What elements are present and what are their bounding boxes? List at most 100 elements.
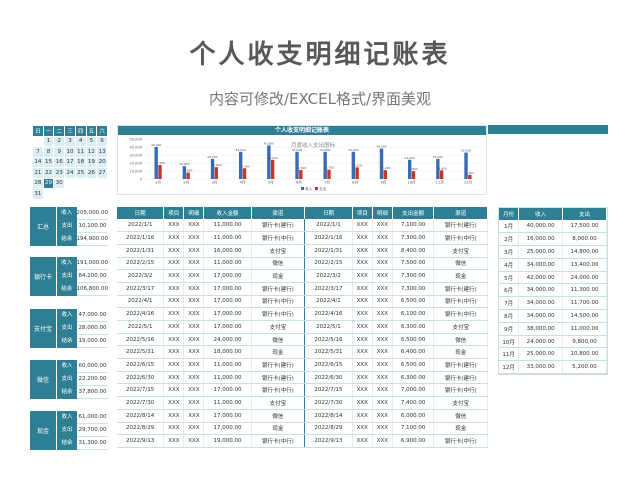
table-cell[interactable]: XXX (183, 409, 205, 423)
calendar-day[interactable]: 15 (42, 156, 55, 168)
table-cell[interactable]: 7,300.00 (392, 231, 435, 245)
table-cell[interactable]: 银行卡(中行) (251, 434, 306, 448)
table-cell[interactable]: 2022/1/16 (304, 231, 353, 245)
table-cell[interactable]: 银行卡(中行) (433, 307, 488, 321)
calendar-day[interactable]: 28 (32, 177, 44, 189)
table-cell[interactable]: 2022/7/30 (117, 396, 165, 410)
table-cell[interactable]: 支付宝 (251, 396, 306, 410)
table-cell[interactable]: XXX (352, 345, 373, 360)
table-cell[interactable]: 2022/5/1 (304, 320, 353, 334)
table-cell[interactable]: 17,000.00 (203, 409, 252, 423)
table-cell[interactable]: XXX (372, 244, 393, 258)
bar-expense[interactable] (383, 170, 388, 179)
table-cell[interactable]: XXX (183, 320, 205, 334)
column-header[interactable]: 项目 (352, 207, 373, 219)
table-cell[interactable]: 2022/1/31 (117, 244, 165, 258)
table-cell[interactable]: XXX (163, 295, 185, 309)
column-header[interactable]: 收入 (518, 208, 564, 220)
table-cell[interactable]: XXX (352, 409, 373, 423)
table-cell[interactable]: 2022/8/29 (304, 422, 353, 436)
table-cell[interactable]: 微信 (251, 409, 306, 423)
table-cell[interactable]: XXX (372, 307, 393, 321)
table-cell[interactable]: XXX (163, 371, 185, 385)
table-cell[interactable]: XXX (372, 383, 393, 398)
calendar-day[interactable]: 11 (74, 146, 87, 158)
table-cell[interactable]: 11,000.00 (203, 257, 252, 271)
table-cell[interactable]: 微信 (251, 333, 306, 347)
table-cell[interactable]: XXX (163, 396, 185, 410)
table-cell[interactable]: 25,000.00 (518, 245, 564, 259)
table-cell[interactable]: XXX (183, 434, 205, 448)
table-cell[interactable]: XXX (163, 333, 185, 347)
table-cell[interactable]: 7,000.00 (392, 383, 435, 398)
calendar-day[interactable]: 23 (53, 167, 66, 179)
calendar-day[interactable]: 5 (85, 135, 98, 147)
table-cell[interactable]: 银行卡(中行) (433, 295, 488, 309)
table-cell[interactable]: 2022/4/1 (304, 295, 353, 309)
table-cell[interactable]: 7,300.00 (392, 269, 435, 283)
bar-expense[interactable] (411, 171, 416, 179)
table-cell[interactable]: XXX (352, 333, 373, 347)
table-cell[interactable]: 微信 (251, 257, 306, 271)
calendar-day[interactable]: 25 (74, 167, 87, 179)
table-cell[interactable]: 17,000.00 (203, 383, 252, 398)
calendar-day[interactable]: 14 (32, 156, 44, 168)
table-cell[interactable]: 7,400.00 (392, 396, 435, 410)
calendar-day[interactable] (96, 177, 108, 189)
table-cell[interactable]: 2022/5/31 (304, 345, 353, 360)
table-cell[interactable]: 2022/6/30 (117, 371, 165, 385)
bar-expense[interactable] (355, 167, 359, 179)
table-cell[interactable]: 银行卡(建行) (251, 371, 306, 385)
table-cell[interactable]: 银行卡(建行) (433, 358, 488, 372)
table-cell[interactable]: 10月 (499, 335, 520, 349)
table-cell[interactable]: 现金 (433, 422, 488, 436)
table-cell[interactable]: 2022/7/15 (304, 383, 353, 398)
calendar-day[interactable]: 21 (32, 167, 44, 179)
table-cell[interactable]: 2022/5/31 (117, 345, 165, 360)
calendar-day[interactable]: 13 (96, 146, 108, 158)
calendar-day[interactable] (32, 135, 44, 147)
column-header[interactable]: 日期 (304, 207, 353, 219)
table-cell[interactable]: 24,000.00 (203, 333, 252, 347)
column-header[interactable]: 支出金额 (392, 207, 435, 219)
table-cell[interactable]: XXX (352, 396, 373, 410)
bar-expense[interactable] (158, 165, 162, 179)
table-cell[interactable]: 6,400.00 (392, 345, 435, 360)
table-cell[interactable]: 现金 (251, 345, 306, 360)
column-header[interactable]: 项目 (163, 207, 185, 219)
calendar-day[interactable]: 9 (53, 146, 66, 158)
table-cell[interactable]: XXX (352, 269, 373, 283)
table-cell[interactable]: 11,000.00 (203, 371, 252, 385)
table-cell[interactable]: 7,100.00 (392, 422, 435, 436)
table-cell[interactable]: 支付宝 (433, 244, 488, 258)
calendar-day[interactable] (96, 188, 108, 200)
bar-expense[interactable] (439, 170, 444, 179)
bar-income[interactable] (464, 152, 468, 179)
table-cell[interactable]: 11,000.00 (203, 396, 252, 410)
table-cell[interactable]: 2022/8/29 (117, 422, 165, 436)
table-cell[interactable]: 7,300.00 (392, 282, 435, 296)
table-cell[interactable]: XXX (372, 371, 393, 385)
table-cell[interactable]: XXX (372, 282, 393, 296)
table-cell[interactable]: XXX (163, 282, 185, 296)
calendar-day[interactable]: 2 (53, 135, 66, 147)
table-cell[interactable]: 9,800.00 (562, 335, 607, 349)
table-cell[interactable]: 12月 (499, 360, 520, 375)
table-cell[interactable]: XXX (372, 269, 393, 283)
table-cell[interactable]: 银行卡(建行) (433, 371, 488, 385)
table-cell[interactable]: 5月 (499, 271, 520, 285)
calendar-day[interactable]: 20 (96, 156, 108, 168)
table-cell[interactable]: 银行卡(建行) (433, 282, 488, 296)
table-cell[interactable]: XXX (183, 295, 205, 309)
table-cell[interactable]: 微信 (433, 333, 488, 347)
table-cell[interactable]: 2022/6/30 (304, 371, 353, 385)
table-cell[interactable]: 13,400.00 (562, 258, 607, 272)
table-cell[interactable]: 11,000.00 (203, 358, 252, 372)
table-cell[interactable]: 6,300.00 (392, 320, 435, 334)
table-cell[interactable]: XXX (352, 295, 373, 309)
table-cell[interactable]: 6,000.00 (392, 409, 435, 423)
calendar-day[interactable]: 22 (42, 167, 55, 179)
table-cell[interactable]: 11,000.00 (203, 231, 252, 245)
table-cell[interactable]: 2022/7/30 (304, 396, 353, 410)
bar-income[interactable] (407, 159, 412, 179)
